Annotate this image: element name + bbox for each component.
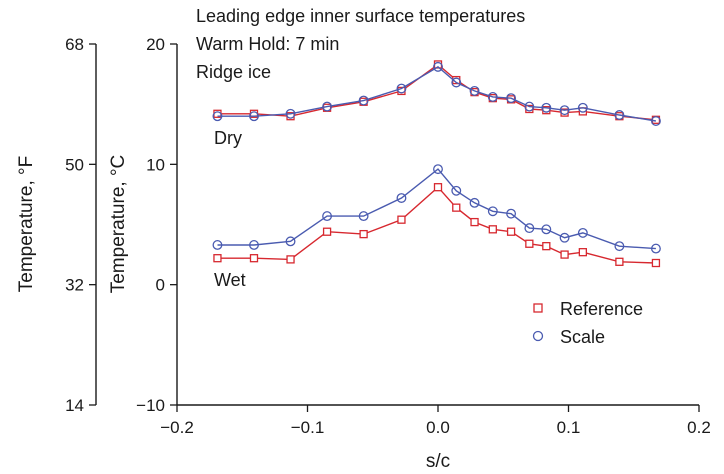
annotation-line-3: Ridge ice: [196, 62, 271, 82]
series-scale-wet-line: [217, 168, 656, 250]
series-scale-dry-point: [451, 77, 462, 88]
chart-annotation: Leading edge inner surface temperatures …: [196, 6, 525, 290]
series-reference-wet-point: [488, 225, 497, 234]
series-reference-wet-point: [506, 227, 516, 236]
series-scale-dry-point: [433, 61, 443, 72]
series-scale-dry-point: [249, 111, 259, 122]
series-reference-wet: [213, 183, 661, 268]
series-reference-wet-point: [651, 258, 661, 268]
y2-tick-label: 14: [65, 396, 84, 415]
series-reference-wet-point: [578, 248, 588, 257]
series-scale-wet-point: [559, 232, 570, 243]
series-scale-dry-point: [396, 83, 407, 94]
series-reference-wet-point: [560, 250, 569, 259]
series-scale-dry-point: [506, 93, 517, 104]
series-scale-wet-point: [285, 236, 296, 247]
x-tick-label: 0.0: [426, 418, 450, 437]
series-scale-wet-point: [541, 224, 552, 235]
legend-marker-reference: [533, 303, 543, 313]
annotation-line-2: Warm Hold: 7 min: [196, 34, 339, 54]
series-scale-wet-point: [396, 193, 407, 203]
series-scale-wet-point: [212, 240, 223, 250]
x-tick-label: −0.2: [160, 418, 194, 437]
x-axis-title: s/c: [426, 451, 450, 472]
y2-tick-label: 68: [65, 35, 84, 54]
legend: Reference Scale: [532, 299, 643, 347]
series-reference-wet-point: [542, 242, 551, 251]
series-layer: [212, 60, 661, 268]
series-scale-dry-point: [650, 116, 661, 126]
series-scale-dry-point: [614, 110, 625, 120]
series-reference-wet-point: [322, 227, 332, 236]
legend-label-scale: Scale: [560, 327, 605, 347]
celsius-axis-title: Temperature, °C: [108, 155, 129, 294]
series-scale-dry-point: [541, 102, 552, 113]
y2-tick-label: 32: [65, 276, 84, 295]
series-scale-dry-point: [524, 101, 535, 112]
series-scale-wet: [212, 164, 661, 254]
series-scale-dry: [212, 61, 661, 126]
x-tick-label: 0.2: [687, 418, 711, 437]
celsius-axis: −10 0 10 20 Temperature, °C: [108, 35, 178, 415]
annotation-line-1: Leading edge inner surface temperatures: [196, 6, 525, 26]
series-scale-dry-point: [487, 91, 498, 102]
series-reference-wet-point: [213, 254, 222, 263]
y-tick-label: 0: [156, 276, 165, 295]
series-reference-wet-point: [525, 239, 534, 248]
series-scale-wet-point: [358, 211, 369, 222]
series-scale-dry-point: [469, 85, 480, 96]
series-scale-wet-point: [506, 208, 517, 219]
x-ticks: −0.2 −0.1 0.0 0.1 0.2: [160, 405, 711, 437]
group-label-wet: Wet: [214, 270, 246, 290]
group-label-dry: Dry: [214, 128, 242, 148]
legend-label-reference: Reference: [560, 299, 643, 319]
x-tick-label: 0.1: [557, 418, 581, 437]
y-tick-label: 20: [146, 35, 165, 54]
series-scale-wet-point: [614, 241, 625, 252]
series-scale-wet-point: [469, 197, 480, 208]
series-reference-wet-point: [433, 183, 443, 192]
series-reference-wet-point: [249, 254, 259, 263]
x-axis: −0.2 −0.1 0.0 0.1 0.2 s/c: [160, 404, 711, 472]
fahrenheit-axis-title: Temperature, °F: [16, 156, 37, 292]
series-scale-wet-point: [487, 206, 498, 217]
series-scale-wet-point: [249, 240, 259, 250]
series-scale-dry-point: [577, 102, 588, 113]
series-reference-wet-point: [452, 203, 461, 212]
y-tick-label: −10: [136, 396, 165, 415]
celsius-ticks: −10 0 10 20: [136, 35, 177, 415]
series-scale-dry-point: [358, 95, 369, 106]
legend-marker-scale: [532, 330, 544, 342]
series-scale-wet-point: [433, 164, 443, 175]
y-tick-label: 10: [146, 155, 165, 174]
series-scale-dry-point: [285, 108, 296, 119]
series-reference-wet-point: [286, 255, 295, 264]
series-reference-wet-point: [615, 257, 624, 266]
fahrenheit-ticks: 14 32 50 68: [65, 35, 96, 415]
series-reference-wet-point: [397, 215, 406, 224]
series-scale-wet-point: [322, 211, 333, 222]
series-scale-dry-point: [559, 105, 570, 116]
series-reference-wet-point: [359, 229, 368, 239]
fahrenheit-axis: 14 32 50 68 Temperature, °F: [16, 35, 97, 415]
series-scale-wet-point: [650, 243, 661, 254]
series-scale-dry-line: [217, 66, 657, 122]
series-scale-wet-point: [451, 185, 462, 196]
series-scale-wet-point: [577, 227, 588, 238]
series-reference-dry-line: [217, 63, 656, 121]
y2-tick-label: 50: [65, 155, 84, 174]
series-reference-wet-line: [217, 186, 656, 264]
series-scale-dry-point: [322, 101, 333, 112]
series-reference-wet-point: [470, 217, 479, 227]
series-scale-dry-point: [212, 111, 223, 122]
series-scale-wet-point: [524, 223, 535, 234]
x-tick-label: −0.1: [291, 418, 325, 437]
